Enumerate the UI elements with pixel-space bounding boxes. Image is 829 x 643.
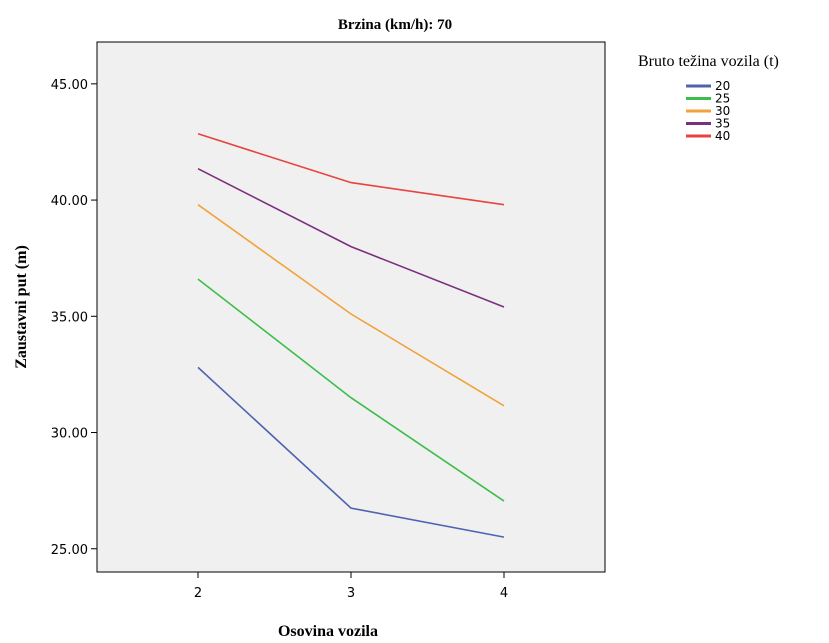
series-line-30 <box>197 204 505 407</box>
y-tick-label: 30.00 <box>51 427 88 442</box>
legend-label-25: 25 <box>715 92 730 106</box>
series-lines <box>197 133 505 538</box>
series-line-35 <box>197 167 505 308</box>
series-line-20 <box>197 366 505 538</box>
x-tick-label: 2 <box>194 586 202 601</box>
y-tick-label: 40.00 <box>51 194 88 209</box>
legend-label-20: 20 <box>715 79 730 93</box>
y-tick-label: 35.00 <box>51 310 88 325</box>
legend-label-40: 40 <box>715 129 730 143</box>
legend-title: Bruto težina vozila (t) <box>638 53 779 70</box>
y-axis-title: Zaustavni put (m) <box>13 245 30 369</box>
x-tick-label: 3 <box>347 586 355 601</box>
legend-label-30: 30 <box>715 104 730 118</box>
x-axis-title: Osovina vozila <box>278 623 378 640</box>
legend-label-35: 35 <box>715 117 730 131</box>
x-axis: 2 3 4 <box>194 572 508 601</box>
plot-area <box>96 41 606 573</box>
chart-title: Brzina (km/h): 70 <box>338 17 452 33</box>
y-tick-label: 45.00 <box>51 78 88 93</box>
series-line-40 <box>197 133 505 206</box>
y-axis: 25.00 30.00 35.00 40.00 45.00 <box>51 78 97 558</box>
x-tick-label: 4 <box>500 586 508 601</box>
series-line-25 <box>197 278 505 502</box>
y-tick-label: 25.00 <box>51 543 88 558</box>
